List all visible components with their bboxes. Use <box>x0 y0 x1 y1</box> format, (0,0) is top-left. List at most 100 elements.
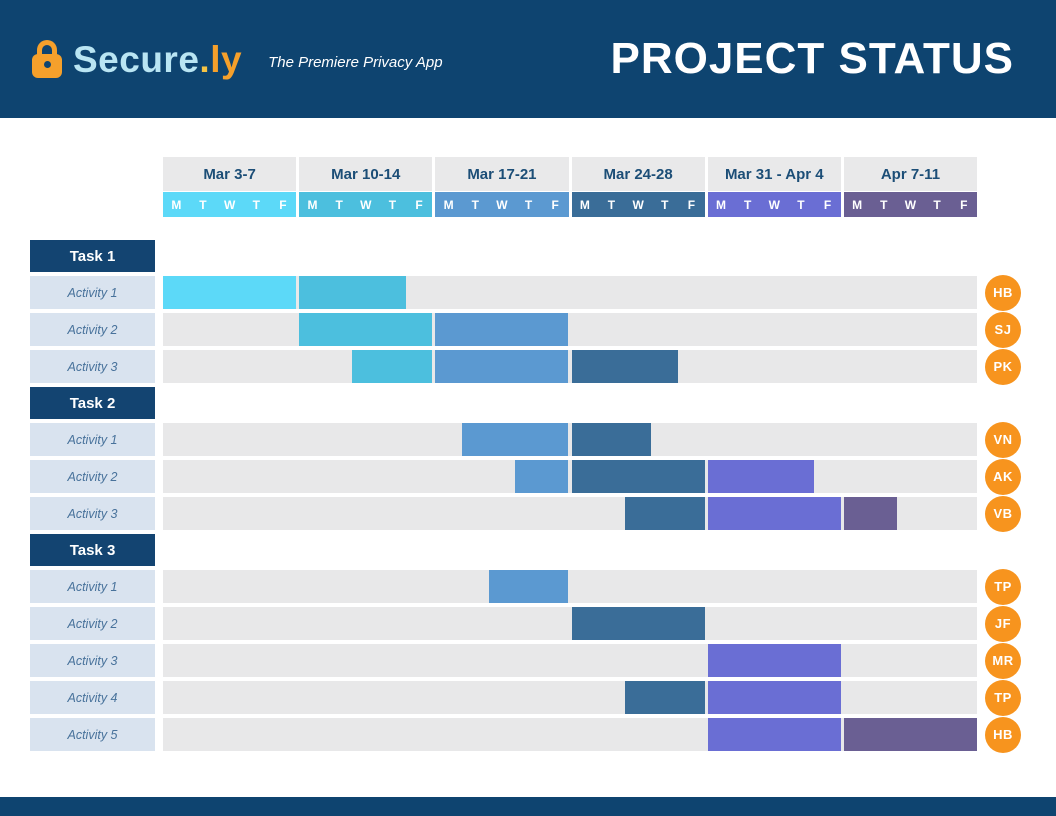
week-header: Mar 24-28 <box>571 157 705 191</box>
badge-column-spacer <box>985 157 1021 191</box>
day-label: M <box>443 197 454 212</box>
activity-track <box>163 313 977 346</box>
gantt-chart: Mar 3-7 Mar 10-14 Mar 17-21 Mar 24-28 Mar 31… <box>30 157 1056 753</box>
label-column-spacer <box>30 192 155 217</box>
task-badge-spacer <box>985 240 1021 272</box>
owner-badge-cell: AK <box>985 458 1021 495</box>
gantt-bar <box>843 718 977 751</box>
activity-row: Activity 3 MR <box>30 642 1056 679</box>
task-header-row: Task 1 <box>30 240 1056 272</box>
gantt-bar <box>571 460 705 493</box>
badge-column-spacer <box>985 192 1021 217</box>
day-label: M <box>716 197 726 212</box>
activity-row: Activity 2 JF <box>30 605 1056 642</box>
owner-badge: TP <box>985 568 1021 605</box>
brand: Secure.ly The Premiere Privacy App <box>32 39 443 79</box>
task-header-row: Task 3 <box>30 534 1056 566</box>
day-label: W <box>360 197 372 212</box>
day-label: F <box>551 197 559 212</box>
day-label: F <box>960 197 968 212</box>
week-header: Mar 10-14 <box>299 157 433 191</box>
day-label: F <box>279 197 287 212</box>
day-label: T <box>471 197 479 212</box>
owner-badge-cell: TP <box>985 679 1021 716</box>
activity-track <box>163 423 977 456</box>
day-label: T <box>388 197 397 212</box>
week-header: Apr 7-11 <box>843 157 978 191</box>
activity-label: Activity 1 <box>30 570 155 603</box>
activity-row: Activity 2 AK <box>30 458 1056 495</box>
day-label: F <box>687 197 696 212</box>
activity-label: Activity 4 <box>30 681 155 714</box>
day-label: T <box>199 197 207 212</box>
owner-badge: VN <box>985 421 1021 458</box>
gantt-bar <box>624 497 705 530</box>
week-header: Mar 3-7 <box>163 157 297 191</box>
day-label: T <box>797 197 805 212</box>
gantt-bar <box>435 350 569 383</box>
day-label: M <box>171 197 182 212</box>
activity-row: Activity 3 VB <box>30 495 1056 532</box>
day-label: W <box>496 197 508 212</box>
task-track-spacer <box>163 240 977 272</box>
owner-badge-cell: VB <box>985 495 1021 532</box>
lock-icon <box>32 39 62 79</box>
gantt-bar <box>163 276 297 309</box>
activity-row: Activity 1 HB <box>30 274 1056 311</box>
gantt-bar <box>571 423 652 456</box>
day-label: W <box>768 197 780 212</box>
app-header: Secure.ly The Premiere Privacy App PROJE… <box>0 0 1056 118</box>
day-label: M <box>852 197 863 212</box>
gantt-bar <box>707 460 815 493</box>
gantt-bar <box>624 681 705 714</box>
activity-track <box>163 718 977 751</box>
activity-row: Activity 5 HB <box>30 716 1056 753</box>
task-track-spacer <box>163 534 977 566</box>
day-label: T <box>335 197 343 212</box>
gantt-bar <box>352 350 433 383</box>
activity-track <box>163 350 977 383</box>
day-label: T <box>661 197 669 212</box>
week-headers: Mar 3-7 Mar 10-14 Mar 17-21 Mar 24-28 Mar 31… <box>163 157 978 191</box>
day-label: T <box>607 197 616 212</box>
activity-label: Activity 2 <box>30 313 155 346</box>
day-label: W <box>223 197 236 212</box>
owner-badge: AK <box>985 458 1021 495</box>
logo-dot: . <box>199 38 211 80</box>
day-label: M <box>579 197 590 212</box>
owner-badge: HB <box>985 716 1021 753</box>
day-label: F <box>415 197 423 212</box>
task-header-row: Task 2 <box>30 387 1056 419</box>
tagline: The Premiere Privacy App <box>268 53 443 71</box>
logo-suffix: ly <box>210 38 243 80</box>
activity-track <box>163 570 977 603</box>
owner-badge: MR <box>985 642 1021 679</box>
owner-badge-cell: VN <box>985 421 1021 458</box>
gantt-bar <box>299 313 433 346</box>
owner-badge: JF <box>985 605 1021 642</box>
gantt-bar <box>435 313 569 346</box>
activity-label: Activity 2 <box>30 607 155 640</box>
gantt-bar <box>707 644 841 677</box>
task-label: Task 3 <box>30 534 155 566</box>
owner-badge: VB <box>985 495 1021 532</box>
gantt-bar <box>571 350 679 383</box>
footer-bar <box>0 797 1056 816</box>
owner-badge: PK <box>985 348 1021 385</box>
activity-label: Activity 5 <box>30 718 155 751</box>
gantt-bar <box>299 276 406 309</box>
day-label: M <box>307 197 318 212</box>
gantt-bar <box>707 718 841 751</box>
activity-label: Activity 3 <box>30 644 155 677</box>
activity-label: Activity 1 <box>30 276 155 309</box>
gantt-bar <box>707 497 841 530</box>
owner-badge: SJ <box>985 311 1021 348</box>
activity-row: Activity 4 TP <box>30 679 1056 716</box>
label-column-spacer <box>30 157 155 191</box>
gantt-bar <box>488 570 569 603</box>
